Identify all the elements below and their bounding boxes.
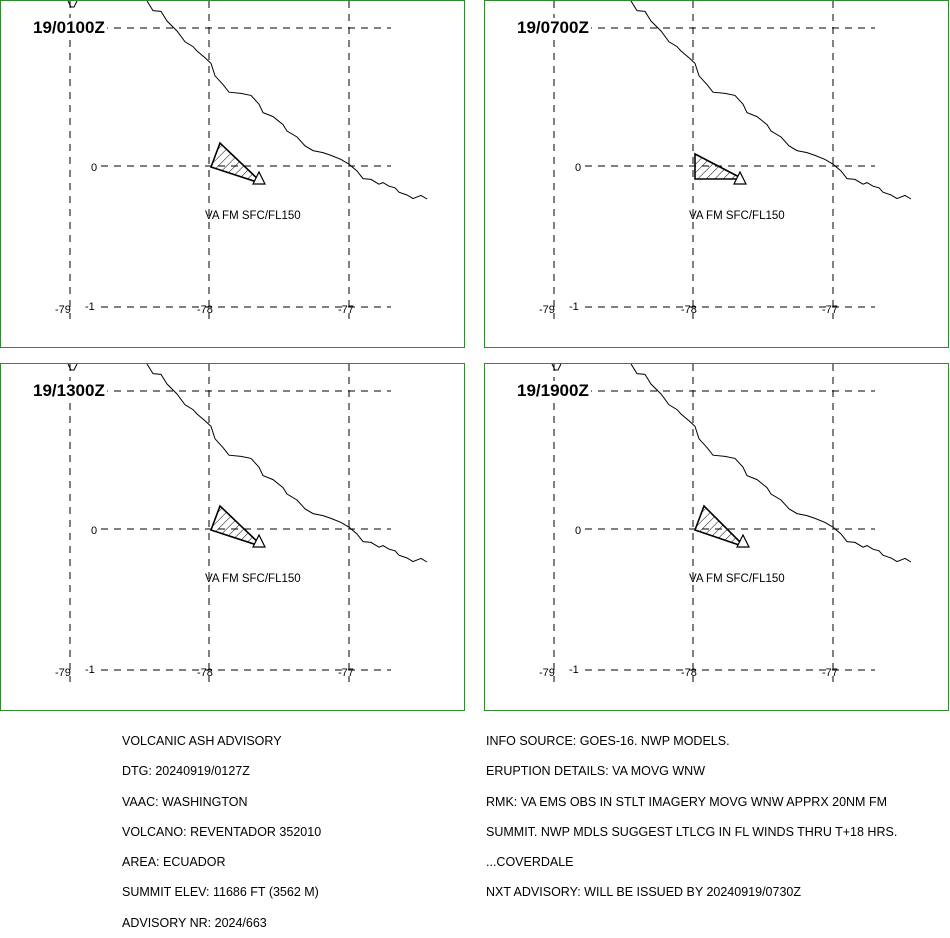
volcano-marker-icon: [252, 170, 266, 185]
lat-label-0: 0: [91, 162, 97, 174]
lon-label: -78: [197, 667, 213, 679]
volcano-marker-icon: [736, 533, 750, 548]
lat-label-minus1: -1: [569, 664, 579, 676]
advisory-line: RMK: VA EMS OBS IN STLT IMAGERY MOVG WNW…: [486, 794, 887, 809]
panel-time: 19/1900Z: [515, 381, 591, 401]
lat-label-minus1: -1: [85, 301, 95, 313]
ash-cloud-polygon: [693, 504, 746, 548]
lon-label: -77: [822, 304, 838, 316]
forecast-panel-2: 0 -1 -79 -78 -77 VA FM SFC/FL150 19/0700Z: [484, 0, 949, 348]
lon-label: -78: [197, 304, 213, 316]
coastline: [630, 364, 912, 563]
lon-label: -79: [55, 304, 71, 316]
advisory-line: ADVISORY NR: 2024/663: [122, 915, 267, 930]
volcano-marker-icon: [252, 533, 266, 548]
island-outline: [67, 1, 78, 8]
lon-label: -79: [55, 667, 71, 679]
coastline: [630, 1, 912, 200]
advisory-line: VOLCANO: REVENTADOR 352010: [122, 824, 322, 839]
island-outline: [67, 364, 78, 371]
advisory-line: INFO SOURCE: GOES-16. NWP MODELS.: [486, 734, 730, 748]
advisory-text-left: VOLCANIC ASH ADVISORY DTG: 20240919/0127…: [122, 716, 321, 938]
advisory-line: NXT ADVISORY: WILL BE ISSUED BY 20240919…: [486, 885, 801, 900]
lat-label-0: 0: [575, 162, 581, 174]
coastline: [146, 1, 428, 200]
ash-cloud-polygon: [694, 152, 744, 180]
forecast-panel-4: 0 -1 -79 -78 -77 VA FM SFC/FL150 19/1900Z: [484, 363, 949, 711]
lon-label: -77: [338, 667, 354, 679]
lon-label: -78: [681, 667, 697, 679]
advisory-line: SUMMIT ELEV: 11686 FT (3562 M): [122, 885, 319, 900]
coastline: [146, 364, 428, 563]
lat-label-minus1: -1: [85, 664, 95, 676]
panel-time: 19/0700Z: [515, 18, 591, 38]
ash-cloud-polygon: [209, 141, 264, 185]
panel-time: 19/0100Z: [31, 18, 107, 38]
advisory-line: ...COVERDALE: [486, 855, 574, 870]
forecast-panel-3: 0 -1 -79 -78 -77 VA FM SFC/FL150 19/1300Z: [0, 363, 465, 711]
lat-label-0: 0: [91, 525, 97, 537]
lon-label: -77: [338, 304, 354, 316]
map-canvas: 0 -1 -79 -78 -77 VA FM SFC/FL150: [55, 1, 428, 319]
ash-level-label: VA FM SFC/FL150: [205, 573, 301, 585]
lon-label: -77: [822, 667, 838, 679]
map-canvas: 0 -1 -79 -78 -77 VA FM SFC/FL150: [55, 364, 428, 682]
forecast-panel-1: 0 -1 -79 -78 -77 VA FM SFC/FL150 19/0100Z: [0, 0, 465, 348]
lat-label-0: 0: [575, 525, 581, 537]
island-outline: [551, 364, 562, 371]
ash-cloud-polygon: [209, 504, 264, 548]
map-canvas: 0 -1 -79 -78 -77 VA FM SFC/FL150: [539, 1, 912, 319]
lon-label: -79: [539, 667, 555, 679]
advisory-line: VOLCANIC ASH ADVISORY: [122, 734, 282, 748]
lon-label: -78: [681, 304, 697, 316]
advisory-line: AREA: ECUADOR: [122, 855, 226, 870]
advisory-line: SUMMIT. NWP MDLS SUGGEST LTLCG IN FL WIN…: [486, 824, 898, 839]
advisory-line: VAAC: WASHINGTON: [122, 794, 248, 809]
volcano-marker-icon: [733, 170, 747, 185]
advisory-line: ERUPTION DETAILS: VA MOVG WNW: [486, 764, 706, 779]
lon-label: -79: [539, 304, 555, 316]
ash-level-label: VA FM SFC/FL150: [689, 210, 785, 222]
map-canvas: 0 -1 -79 -78 -77 VA FM SFC/FL150: [539, 364, 912, 682]
ash-level-label: VA FM SFC/FL150: [689, 573, 785, 585]
lat-label-minus1: -1: [569, 301, 579, 313]
panel-time: 19/1300Z: [31, 381, 107, 401]
ash-level-label: VA FM SFC/FL150: [205, 210, 301, 222]
advisory-line: DTG: 20240919/0127Z: [122, 764, 250, 779]
